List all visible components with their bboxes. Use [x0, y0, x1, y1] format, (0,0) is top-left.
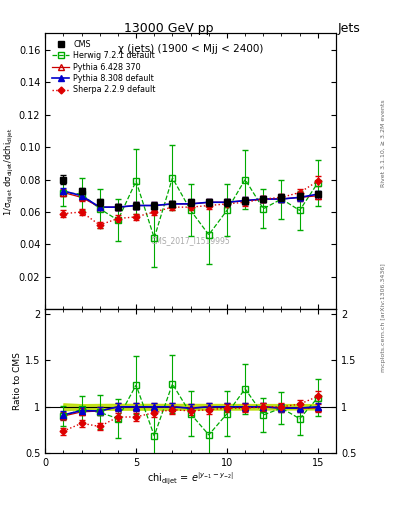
Text: Rivet 3.1.10, ≥ 3.2M events: Rivet 3.1.10, ≥ 3.2M events	[381, 99, 386, 187]
Sherpa 2.2.9 default	[261, 196, 266, 202]
Herwig 7.2.1 default	[261, 206, 266, 212]
Text: CMS_2017_I1519995: CMS_2017_I1519995	[151, 236, 230, 245]
Pythia 8.308 default	[116, 204, 120, 210]
Pythia 6.428 370	[279, 196, 284, 202]
Pythia 8.308 default	[225, 199, 230, 205]
CMS	[243, 198, 248, 204]
Sherpa 2.2.9 default	[134, 214, 138, 220]
Pythia 6.428 370	[243, 198, 248, 204]
Herwig 7.2.1 default	[243, 177, 248, 183]
X-axis label: chi$_{\mathrm{dijet}}$ = $e^{|y_{-1}-y_{-2}|}$: chi$_{\mathrm{dijet}}$ = $e^{|y_{-1}-y_{…	[147, 471, 234, 487]
Pythia 8.308 default	[152, 202, 156, 208]
CMS	[188, 199, 193, 205]
Pythia 6.428 370	[261, 196, 266, 202]
Line: Herwig 7.2.1 default: Herwig 7.2.1 default	[63, 178, 318, 238]
Herwig 7.2.1 default	[97, 206, 102, 212]
Herwig 7.2.1 default	[188, 207, 193, 214]
Line: Pythia 8.308 default: Pythia 8.308 default	[63, 191, 318, 207]
CMS	[298, 193, 302, 199]
Pythia 6.428 370	[225, 199, 230, 205]
Pythia 8.308 default	[97, 204, 102, 210]
Sherpa 2.2.9 default	[152, 209, 156, 215]
Herwig 7.2.1 default	[79, 191, 84, 197]
CMS	[79, 188, 84, 194]
CMS	[206, 199, 211, 205]
Sherpa 2.2.9 default	[97, 222, 102, 228]
Herwig 7.2.1 default	[225, 207, 230, 214]
CMS	[279, 195, 284, 201]
Herwig 7.2.1 default	[152, 235, 156, 241]
Herwig 7.2.1 default	[134, 178, 138, 184]
CMS	[134, 202, 138, 208]
Pythia 6.428 370	[134, 202, 138, 208]
Herwig 7.2.1 default	[279, 196, 284, 202]
Sherpa 2.2.9 default	[316, 178, 320, 184]
Pythia 6.428 370	[97, 204, 102, 210]
Text: Jets: Jets	[338, 22, 361, 34]
Pythia 6.428 370	[170, 201, 175, 207]
Pythia 6.428 370	[116, 204, 120, 210]
Line: Sherpa 2.2.9 default: Sherpa 2.2.9 default	[63, 181, 318, 225]
Herwig 7.2.1 default	[116, 217, 120, 223]
Pythia 6.428 370	[152, 202, 156, 208]
CMS	[225, 199, 230, 205]
Pythia 8.308 default	[61, 188, 66, 194]
CMS	[316, 191, 320, 197]
Pythia 8.308 default	[298, 195, 302, 201]
Pythia 8.308 default	[206, 199, 211, 205]
Line: Pythia 6.428 370: Pythia 6.428 370	[63, 193, 318, 207]
Sherpa 2.2.9 default	[206, 202, 211, 208]
Sherpa 2.2.9 default	[188, 204, 193, 210]
Pythia 8.308 default	[188, 201, 193, 207]
Pythia 8.308 default	[316, 191, 320, 197]
Pythia 6.428 370	[188, 201, 193, 207]
Pythia 8.308 default	[279, 196, 284, 202]
CMS	[97, 199, 102, 205]
Legend: CMS, Herwig 7.2.1 default, Pythia 6.428 370, Pythia 8.308 default, Sherpa 2.2.9 : CMS, Herwig 7.2.1 default, Pythia 6.428 …	[49, 37, 158, 97]
Sherpa 2.2.9 default	[243, 199, 248, 205]
Y-axis label: 1/σ$_{\mathrm{dijet}}$ dσ$_{\mathrm{dijet}}$/dchi$_{\mathrm{dijet}}$: 1/σ$_{\mathrm{dijet}}$ dσ$_{\mathrm{dije…	[3, 127, 16, 216]
Pythia 6.428 370	[206, 199, 211, 205]
CMS	[61, 177, 66, 183]
Herwig 7.2.1 default	[206, 231, 211, 238]
Sherpa 2.2.9 default	[279, 195, 284, 201]
Herwig 7.2.1 default	[170, 175, 175, 181]
Pythia 8.308 default	[170, 201, 175, 207]
Pythia 6.428 370	[298, 195, 302, 201]
CMS	[152, 202, 156, 208]
Text: χ (jets) (1900 < Mjj < 2400): χ (jets) (1900 < Mjj < 2400)	[118, 45, 263, 54]
Pythia 8.308 default	[243, 198, 248, 204]
Pythia 8.308 default	[134, 202, 138, 208]
CMS	[170, 201, 175, 207]
Pythia 6.428 370	[61, 189, 66, 196]
Sherpa 2.2.9 default	[79, 209, 84, 215]
Text: mcplots.cern.ch [arXiv:1306.3436]: mcplots.cern.ch [arXiv:1306.3436]	[381, 263, 386, 372]
Text: 13000 GeV pp: 13000 GeV pp	[124, 22, 214, 34]
Sherpa 2.2.9 default	[298, 189, 302, 196]
Pythia 6.428 370	[316, 193, 320, 199]
Sherpa 2.2.9 default	[225, 201, 230, 207]
Line: CMS: CMS	[60, 177, 321, 210]
Pythia 6.428 370	[79, 195, 84, 201]
Sherpa 2.2.9 default	[61, 210, 66, 217]
Herwig 7.2.1 default	[61, 189, 66, 196]
Y-axis label: Ratio to CMS: Ratio to CMS	[13, 352, 22, 410]
Sherpa 2.2.9 default	[116, 216, 120, 222]
CMS	[261, 196, 266, 202]
CMS	[116, 204, 120, 210]
Herwig 7.2.1 default	[316, 180, 320, 186]
Herwig 7.2.1 default	[298, 207, 302, 214]
Pythia 8.308 default	[261, 196, 266, 202]
Pythia 8.308 default	[79, 193, 84, 199]
Sherpa 2.2.9 default	[170, 204, 175, 210]
